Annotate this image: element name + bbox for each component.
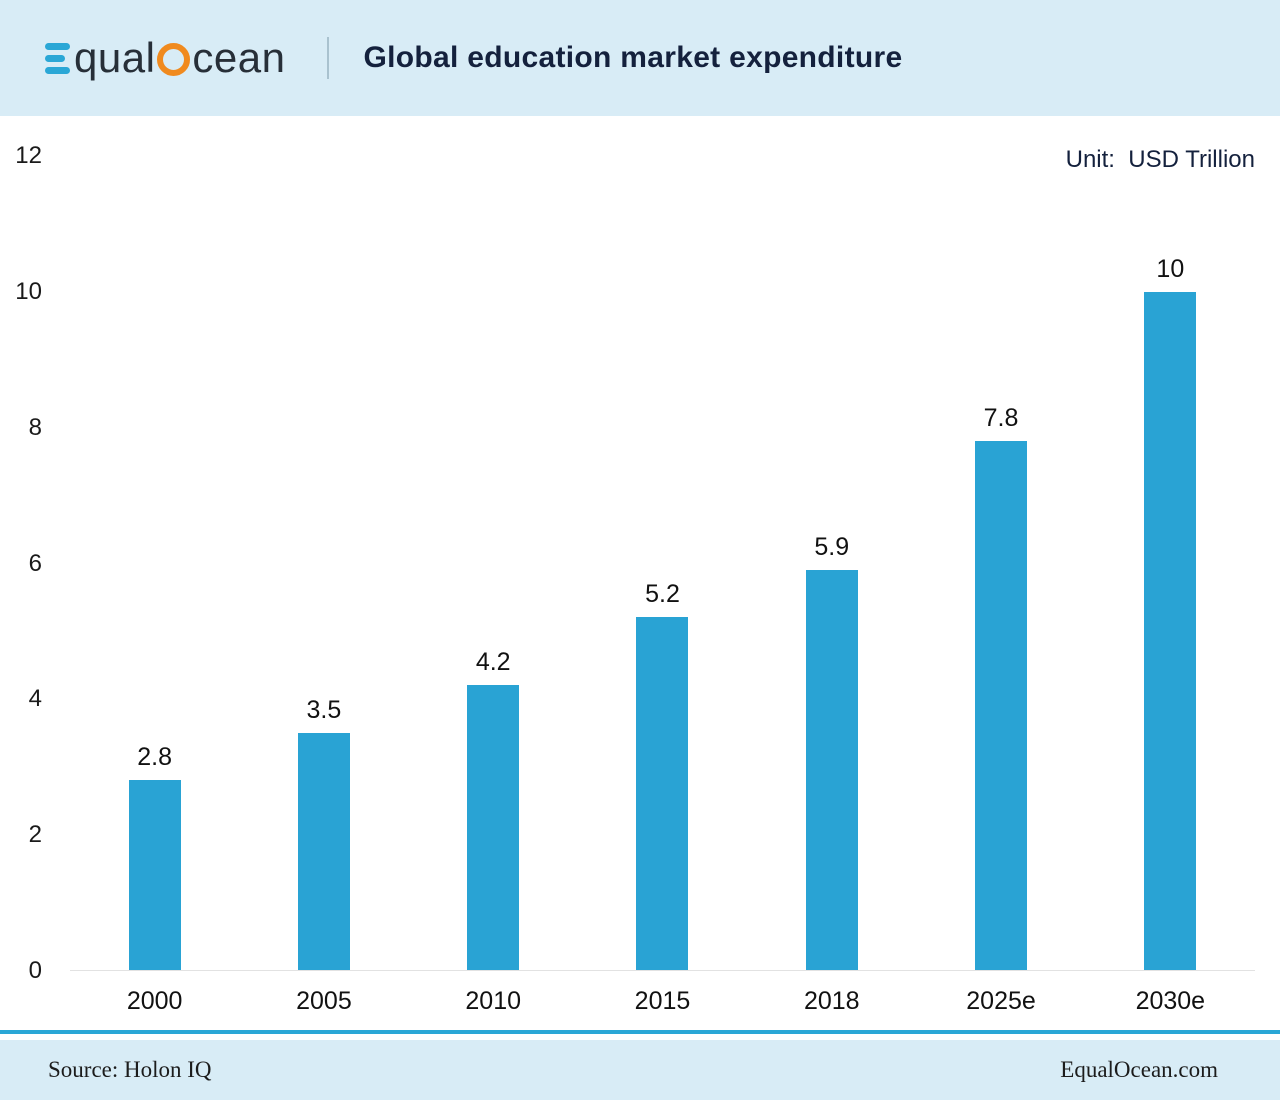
bar-column: 7.8 [916, 156, 1085, 970]
bar [467, 685, 520, 970]
bar-column: 2.8 [70, 156, 239, 970]
bar-value-label: 7.8 [983, 403, 1019, 432]
footer-accent-line [0, 1030, 1280, 1034]
y-tick-label: 8 [28, 413, 42, 441]
bar-value-label: 4.2 [475, 648, 511, 677]
header-divider [327, 37, 330, 79]
bar [805, 569, 858, 970]
bar-column: 3.5 [239, 156, 408, 970]
bar-column: 5.2 [578, 156, 747, 970]
x-axis-label: 2015 [634, 987, 691, 1015]
bar [636, 617, 689, 970]
bar-value-label: 10 [1156, 254, 1185, 283]
unit-label: Unit: USD Trillion [1065, 146, 1255, 173]
bar-column: 4.2 [409, 156, 578, 970]
bar-value-label: 2.8 [137, 743, 173, 772]
bar-value-label: 5.2 [645, 580, 680, 609]
y-tick-label: 4 [28, 685, 42, 713]
page-title: Global education market expenditure [363, 41, 903, 74]
site-label: EqualOcean.com [1060, 1057, 1218, 1082]
bar-chart: 0 2 4 6 8 10 12 2.8 3.5 4.2 5.2 5.9 7.8 10 [15, 142, 1255, 984]
logo-o-icon [157, 42, 191, 76]
bar-value-label: 3.5 [306, 695, 342, 724]
x-axis-label: 2010 [465, 987, 522, 1015]
bar [975, 440, 1028, 970]
x-axis-label: 2025e [966, 987, 1036, 1015]
x-axis-label: 2030e [1135, 987, 1206, 1015]
bar-value-label: 5.9 [814, 532, 850, 561]
logo-text-cean: cean [192, 34, 286, 81]
plot-area: 2.8 3.5 4.2 5.2 5.9 7.8 10 [70, 156, 1255, 971]
y-tick-label: 12 [15, 142, 42, 169]
x-axis-label: 2000 [126, 987, 183, 1015]
logo-e-icon [45, 42, 70, 74]
y-tick-label: 2 [28, 821, 42, 849]
source-label: Source: Holon IQ [48, 1057, 212, 1082]
x-axis: 2000 2005 2010 2015 2018 2025e 2030e [70, 987, 1255, 1016]
bar-column: 5.9 [747, 156, 916, 970]
x-axis-label: 2005 [296, 987, 352, 1015]
header: qual cean Global education market expend… [0, 0, 1280, 116]
y-tick-label: 10 [15, 277, 42, 305]
bar [128, 780, 181, 970]
bar [1144, 291, 1197, 970]
logo-text-qual: qual [74, 34, 156, 81]
equalocean-logo: qual cean [45, 37, 285, 79]
footer: Source: Holon IQ EqualOcean.com [0, 1040, 1280, 1100]
bar-column: 10 [1086, 156, 1255, 970]
bar [297, 732, 350, 970]
y-tick-label: 6 [28, 549, 42, 577]
x-axis-label: 2018 [803, 987, 860, 1015]
y-tick-label: 0 [28, 957, 42, 984]
